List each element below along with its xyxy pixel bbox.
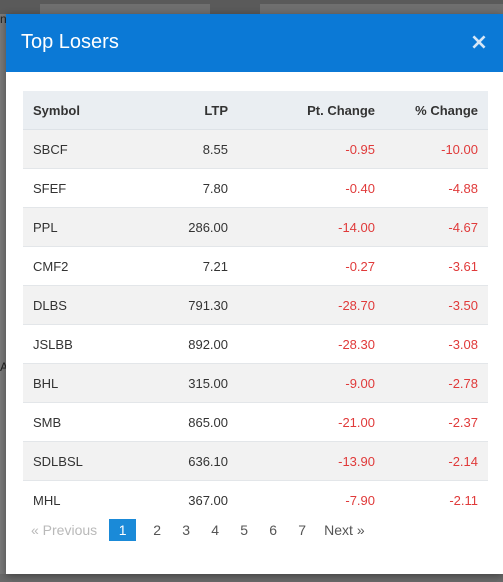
cell-pct-change: -2.37 xyxy=(385,402,488,442)
modal-title: Top Losers xyxy=(21,31,119,53)
background-block xyxy=(260,4,503,14)
cell-pct-change: -2.14 xyxy=(385,441,488,481)
losers-table: Symbol LTP Pt. Change % Change SBCF 8.55… xyxy=(23,91,488,519)
cell-ltp: 286.00 xyxy=(138,207,238,247)
cell-ltp: 892.00 xyxy=(138,324,238,364)
cell-pt-change: -21.00 xyxy=(238,402,385,442)
column-header-pt-change[interactable]: Pt. Change xyxy=(238,91,385,130)
page-button-2[interactable]: 2 xyxy=(153,522,162,538)
cell-pt-change: -7.90 xyxy=(238,480,385,519)
cell-symbol: SDLBSL xyxy=(23,441,138,481)
column-header-pct-change[interactable]: % Change xyxy=(385,91,488,130)
cell-pct-change: -2.11 xyxy=(385,480,488,519)
cell-ltp: 7.21 xyxy=(138,246,238,286)
cell-pct-change: -2.78 xyxy=(385,363,488,403)
table-row: SDLBSL 636.10 -13.90 -2.14 xyxy=(23,441,488,481)
cell-pt-change: -0.40 xyxy=(238,168,385,208)
cell-ltp: 8.55 xyxy=(138,129,238,169)
column-header-symbol[interactable]: Symbol xyxy=(23,91,138,130)
top-losers-modal: Top Losers × Symbol LTP Pt. Change % Cha… xyxy=(6,14,503,574)
table-header-row: Symbol LTP Pt. Change % Change xyxy=(23,91,488,130)
table-row: CMF2 7.21 -0.27 -3.61 xyxy=(23,246,488,286)
cell-symbol: SMB xyxy=(23,402,138,442)
background-left-edge xyxy=(0,14,6,574)
cell-pct-change: -3.50 xyxy=(385,285,488,325)
page-button-3[interactable]: 3 xyxy=(182,522,191,538)
cell-symbol: SFEF xyxy=(23,168,138,208)
cell-ltp: 7.80 xyxy=(138,168,238,208)
table-row: MHL 367.00 -7.90 -2.11 xyxy=(23,480,488,519)
cell-pt-change: -9.00 xyxy=(238,363,385,403)
losers-table-container: Symbol LTP Pt. Change % Change SBCF 8.55… xyxy=(23,91,488,519)
cell-pt-change: -28.30 xyxy=(238,324,385,364)
cell-pct-change: -10.00 xyxy=(385,129,488,169)
page-button-6[interactable]: 6 xyxy=(269,522,278,538)
table-row: PPL 286.00 -14.00 -4.67 xyxy=(23,207,488,247)
cell-symbol: JSLBB xyxy=(23,324,138,364)
background-text-fragment: A xyxy=(0,360,9,374)
page-button-5[interactable]: 5 xyxy=(240,522,249,538)
modal-header: Top Losers × xyxy=(6,14,503,72)
table-row: DLBS 791.30 -28.70 -3.50 xyxy=(23,285,488,325)
table-row: JSLBB 892.00 -28.30 -3.08 xyxy=(23,324,488,364)
cell-pt-change: -28.70 xyxy=(238,285,385,325)
cell-ltp: 865.00 xyxy=(138,402,238,442)
cell-pct-change: -3.61 xyxy=(385,246,488,286)
cell-symbol: DLBS xyxy=(23,285,138,325)
next-page-button[interactable]: Next » xyxy=(324,522,365,538)
table-row: BHL 315.00 -9.00 -2.78 xyxy=(23,363,488,403)
cell-pct-change: -3.08 xyxy=(385,324,488,364)
cell-pt-change: -14.00 xyxy=(238,207,385,247)
previous-page-button[interactable]: « Previous xyxy=(31,522,98,538)
cell-pct-change: -4.67 xyxy=(385,207,488,247)
cell-symbol: BHL xyxy=(23,363,138,403)
cell-pct-change: -4.88 xyxy=(385,168,488,208)
background-text-fragment: n xyxy=(0,12,7,26)
pagination: « Previous 1 2 3 4 5 6 7 Next » xyxy=(23,518,372,542)
table-row: SBCF 8.55 -0.95 -10.00 xyxy=(23,129,488,169)
cell-symbol: PPL xyxy=(23,207,138,247)
table-row: SMB 865.00 -21.00 -2.37 xyxy=(23,402,488,442)
cell-pt-change: -0.95 xyxy=(238,129,385,169)
cell-pt-change: -13.90 xyxy=(238,441,385,481)
cell-pt-change: -0.27 xyxy=(238,246,385,286)
background-block xyxy=(40,4,210,14)
cell-ltp: 367.00 xyxy=(138,480,238,519)
page-button-1[interactable]: 1 xyxy=(109,519,137,541)
close-icon[interactable]: × xyxy=(469,30,489,55)
cell-ltp: 315.00 xyxy=(138,363,238,403)
table-row: SFEF 7.80 -0.40 -4.88 xyxy=(23,168,488,208)
cell-ltp: 791.30 xyxy=(138,285,238,325)
cell-symbol: MHL xyxy=(23,480,138,519)
page-button-7[interactable]: 7 xyxy=(298,522,307,538)
cell-symbol: CMF2 xyxy=(23,246,138,286)
cell-symbol: SBCF xyxy=(23,129,138,169)
column-header-ltp[interactable]: LTP xyxy=(138,91,238,130)
background-top-strip xyxy=(0,0,503,14)
page-button-4[interactable]: 4 xyxy=(211,522,220,538)
cell-ltp: 636.10 xyxy=(138,441,238,481)
